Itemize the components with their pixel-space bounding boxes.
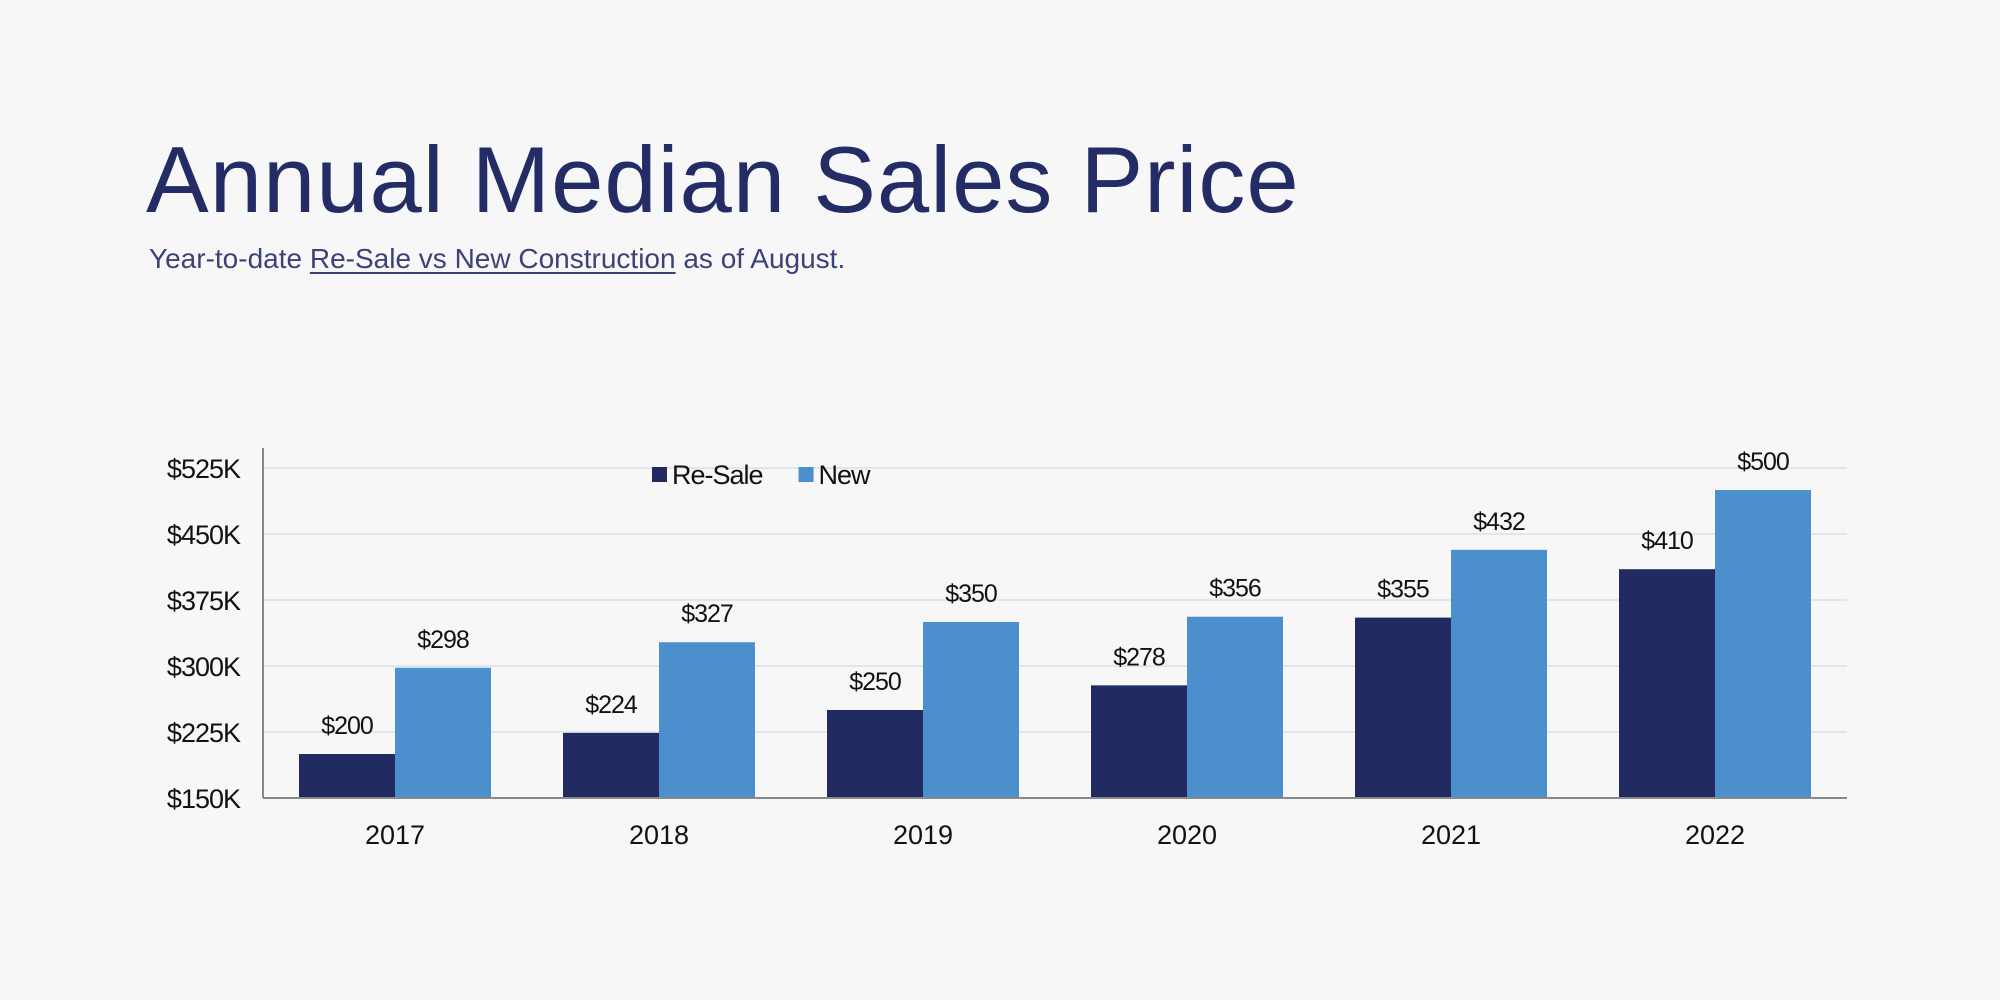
- data-label: $250: [849, 668, 901, 696]
- y-tick-label: $300K: [167, 652, 241, 682]
- subtitle-suffix: as of August.: [675, 243, 846, 274]
- bar-new-2022: [1715, 490, 1811, 798]
- data-label: $200: [321, 712, 373, 740]
- data-label: $355: [1377, 576, 1429, 604]
- data-label: $327: [681, 600, 733, 628]
- bar-re-sale-2020: [1091, 685, 1187, 798]
- data-label: $224: [585, 691, 638, 719]
- bar-re-sale-2017: [299, 754, 395, 798]
- data-label: $410: [1641, 527, 1693, 555]
- bar-re-sale-2022: [1619, 569, 1715, 798]
- bar-new-2021: [1451, 549, 1547, 798]
- data-label: $298: [417, 626, 469, 654]
- y-tick-label: $450K: [167, 520, 241, 550]
- chart-title: Annual Median Sales Price: [146, 127, 1300, 232]
- y-tick-label: $375K: [167, 586, 241, 616]
- bar-re-sale-2018: [563, 732, 659, 798]
- subtitle-link[interactable]: Re-Sale vs New Construction: [309, 243, 676, 274]
- legend-label: New: [819, 460, 872, 490]
- data-label: $356: [1209, 575, 1261, 603]
- bar-re-sale-2019: [827, 710, 923, 798]
- data-label: $500: [1737, 448, 1789, 476]
- bar-new-2018: [659, 642, 755, 798]
- y-tick-label: $525K: [167, 454, 241, 484]
- x-tick-label: 2019: [893, 820, 953, 850]
- x-tick-label: 2022: [1685, 820, 1745, 850]
- bar-new-2017: [395, 667, 491, 798]
- chart-subtitle: Year-to-date Re-Sale vs New Construction…: [149, 243, 845, 275]
- y-tick-label: $150K: [167, 784, 241, 814]
- data-label: $350: [945, 580, 997, 608]
- legend-label: Re-Sale: [672, 460, 763, 490]
- x-tick-label: 2017: [365, 820, 425, 850]
- x-tick-label: 2021: [1421, 820, 1481, 850]
- y-tick-label: $225K: [167, 718, 241, 748]
- bar-new-2019: [923, 622, 1019, 798]
- x-tick-label: 2018: [629, 820, 689, 850]
- data-label: $278: [1113, 643, 1165, 671]
- x-tick-label: 2020: [1157, 820, 1217, 850]
- bar-new-2020: [1187, 616, 1283, 798]
- bar-re-sale-2021: [1355, 617, 1451, 798]
- legend-swatch-new: [798, 467, 814, 482]
- data-label: $432: [1473, 508, 1525, 536]
- legend-swatch-re-sale: [652, 467, 667, 482]
- subtitle-prefix: Year-to-date: [149, 243, 310, 274]
